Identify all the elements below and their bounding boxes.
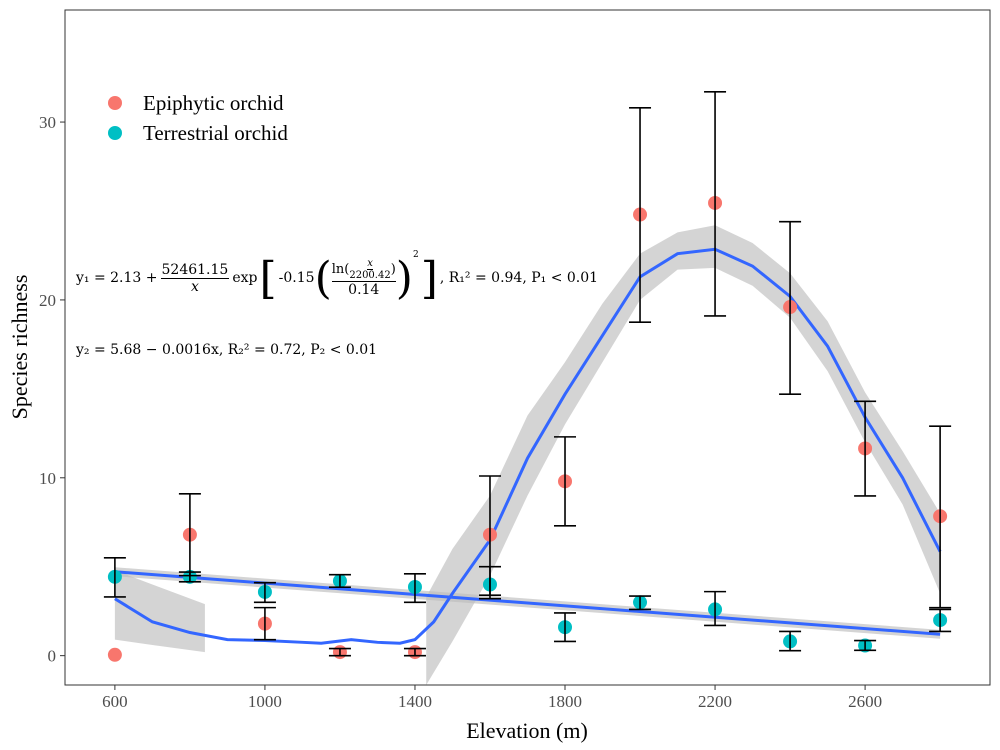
error-bar — [779, 220, 802, 395]
error-bar — [253, 581, 276, 604]
fit-line-terrestrial — [114, 570, 941, 636]
error-bar — [629, 107, 652, 323]
x-tick-label: 1400 — [398, 692, 432, 711]
error-bar — [554, 436, 577, 527]
error-bar — [779, 630, 802, 652]
eq1-lhs: y₁ = 2.13 + — [76, 270, 158, 286]
legend-label-terrestrial: Terrestrial orchid — [143, 121, 288, 145]
error-bar — [704, 91, 727, 317]
x-tick-label: 1800 — [548, 692, 582, 711]
x-tick-label: 2200 — [698, 692, 732, 711]
y-axis-label: Species richness — [7, 275, 32, 420]
y-tick-label: 20 — [39, 291, 56, 310]
error-bar — [178, 571, 201, 583]
y-tick-label: 0 — [48, 647, 57, 666]
eq1-den: x — [190, 278, 199, 295]
x-axis-label: Elevation (m) — [466, 718, 588, 743]
error-bar — [854, 400, 877, 497]
y-tick-label: 10 — [39, 469, 56, 488]
error-bar — [403, 647, 426, 657]
x-tick-label: 2600 — [848, 692, 882, 711]
eq1-exp: exp — [232, 270, 258, 286]
error-bar — [328, 573, 351, 588]
error-bar — [554, 612, 577, 643]
eq1-div: 0.14 — [348, 282, 380, 298]
error-bar — [854, 639, 877, 652]
error-bar — [929, 425, 952, 609]
eq1-lnnum: x — [367, 258, 373, 270]
error-bar — [929, 608, 952, 633]
fit-line-epiphytic — [114, 247, 942, 645]
error-bar — [403, 573, 426, 604]
confidence-band-epiphytic — [426, 225, 941, 685]
error-bar — [178, 492, 201, 577]
eq1-num: 52461.15 — [160, 261, 230, 279]
plot-panel — [64, 9, 991, 686]
eq1-stats: , R₁² = 0.94, P₁ < 0.01 — [439, 270, 599, 286]
x-tick-label: 600 — [102, 692, 128, 711]
error-bar — [253, 606, 276, 641]
error-bar — [629, 595, 652, 611]
legend-marker-epiphytic — [108, 96, 122, 110]
eq1-lnden: 2200.42 — [349, 270, 391, 281]
legend-marker-terrestrial — [108, 126, 122, 140]
error-bar — [704, 590, 727, 627]
error-bar — [103, 557, 126, 598]
eq1-ln: ln — [331, 262, 345, 277]
error-bar — [328, 647, 351, 657]
legend: Epiphytic orchid Terrestrial orchid — [108, 91, 288, 145]
equation-1: y₁ = 2.13 + 52461.15 x exp [ -0.15 ( ln(… — [76, 250, 599, 304]
data-point-epiphytic — [107, 647, 122, 662]
error-bar — [478, 565, 501, 600]
legend-label-epiphytic: Epiphytic orchid — [143, 91, 284, 115]
eq1-sq: 2 — [412, 250, 419, 260]
x-tick-label: 1000 — [248, 692, 282, 711]
y-tick-label: 30 — [39, 113, 56, 132]
eq1-coef: -0.15 — [278, 270, 315, 286]
equation-2: y₂ = 5.68 − 0.0016x, R₂² = 0.72, P₂ < 0.… — [76, 342, 378, 358]
